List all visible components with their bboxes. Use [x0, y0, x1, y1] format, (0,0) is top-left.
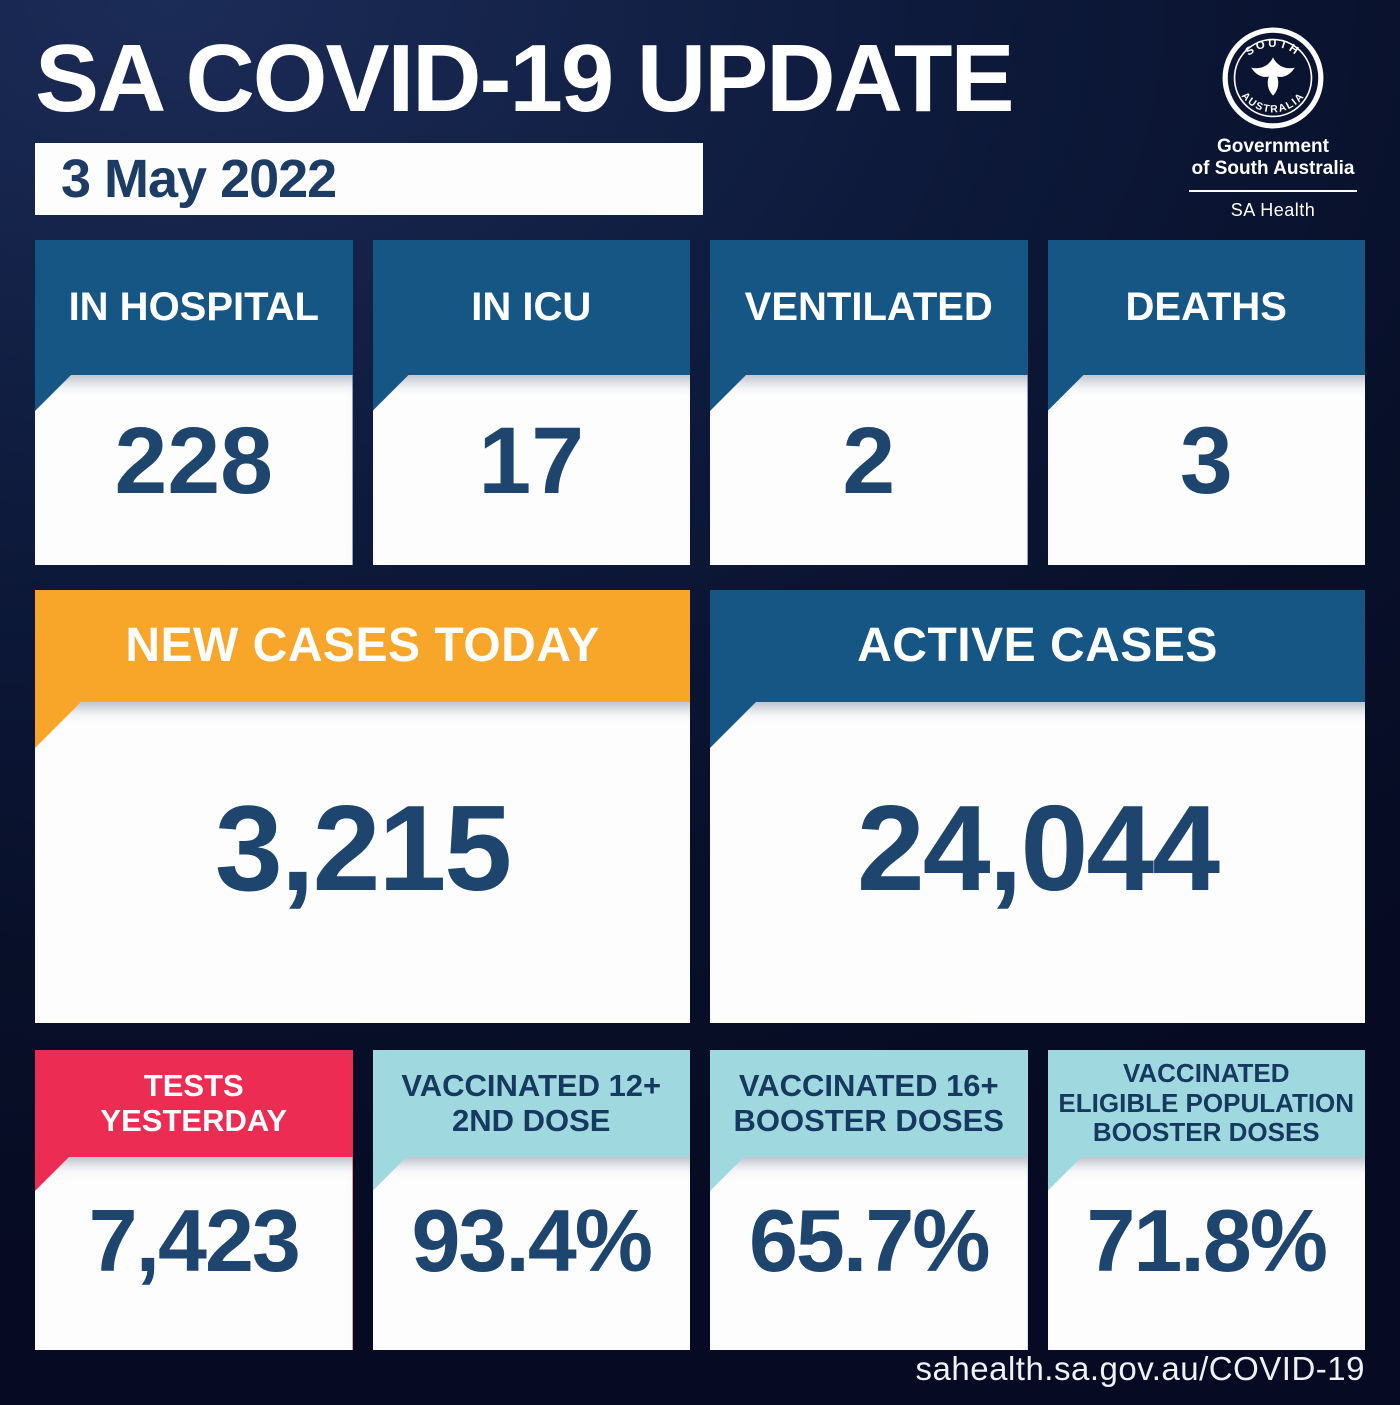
stat-label: ACTIVE CASES [857, 619, 1218, 673]
stat-value: 65.7% [710, 1157, 1028, 1350]
stat-row-tests-vaccination: TESTS YESTERDAY 7,423 VACCINATED 12+ 2ND… [35, 1050, 1365, 1350]
stat-label: IN ICU [471, 285, 592, 330]
stat-value: 24,044 [710, 702, 1365, 1023]
stat-label: VACCINATED 12+ 2ND DOSE [401, 1067, 662, 1138]
svg-text:SOUTH: SOUTH [1244, 38, 1303, 59]
stat-value: 17 [372, 375, 690, 565]
page-title: SA COVID-19 UPDATE [35, 25, 1014, 132]
stat-card-vaccinated-16plus-booster: VACCINATED 16+ BOOSTER DOSES 65.7% [710, 1050, 1028, 1350]
stat-row-hospitalisation: IN HOSPITAL 228 IN ICU 17 VENTILATED 2 D… [35, 240, 1365, 565]
stat-card-vaccinated-eligible-booster: VACCINATED ELIGIBLE POPULATION BOOSTER D… [1047, 1050, 1365, 1350]
sa-government-logo: SOUTH AUSTRALIA Government of South Aust… [1168, 26, 1378, 221]
stat-label: IN HOSPITAL [68, 285, 319, 330]
stat-card-tests-yesterday: TESTS YESTERDAY 7,423 [35, 1050, 353, 1350]
stat-value: 228 [35, 375, 353, 565]
logo-divider [1189, 189, 1357, 192]
report-date: 3 May 2022 [61, 149, 337, 209]
stat-value: 7,423 [35, 1157, 353, 1350]
stat-label: NEW CASES TODAY [125, 619, 600, 673]
stat-value: 2 [710, 375, 1028, 565]
source-url: sahealth.sa.gov.au/COVID-19 [915, 1350, 1365, 1387]
stat-label: DEATHS [1125, 285, 1287, 330]
stat-card-deaths: DEATHS 3 [1047, 240, 1365, 565]
stat-card-new-cases-today: NEW CASES TODAY 3,215 [35, 590, 690, 1023]
stat-card-in-icu: IN ICU 17 [372, 240, 690, 565]
stat-card-vaccinated-12plus-2nd-dose: VACCINATED 12+ 2ND DOSE 93.4% [372, 1050, 690, 1350]
logo-org-text: Government of South Australia [1191, 136, 1355, 180]
stat-card-in-hospital: IN HOSPITAL 228 [35, 240, 353, 565]
stat-label: VENTILATED [744, 285, 993, 330]
stat-row-cases: NEW CASES TODAY 3,215 ACTIVE CASES 24,04… [35, 590, 1365, 1023]
date-banner: 3 May 2022 [35, 143, 703, 215]
south-australia-seal-icon: SOUTH AUSTRALIA [1222, 27, 1324, 129]
stat-value: 71.8% [1047, 1157, 1365, 1350]
stat-label: TESTS YESTERDAY [100, 1067, 288, 1138]
stat-label: VACCINATED 16+ BOOSTER DOSES [733, 1067, 1004, 1138]
stat-value: 3 [1047, 375, 1365, 565]
stat-value: 93.4% [372, 1157, 690, 1350]
stat-label: VACCINATED ELIGIBLE POPULATION BOOSTER D… [1058, 1058, 1355, 1148]
stat-value: 3,215 [35, 702, 690, 1023]
logo-dept-text: SA Health [1230, 199, 1316, 220]
stat-card-active-cases: ACTIVE CASES 24,044 [710, 590, 1365, 1023]
stat-card-ventilated: VENTILATED 2 [710, 240, 1028, 565]
